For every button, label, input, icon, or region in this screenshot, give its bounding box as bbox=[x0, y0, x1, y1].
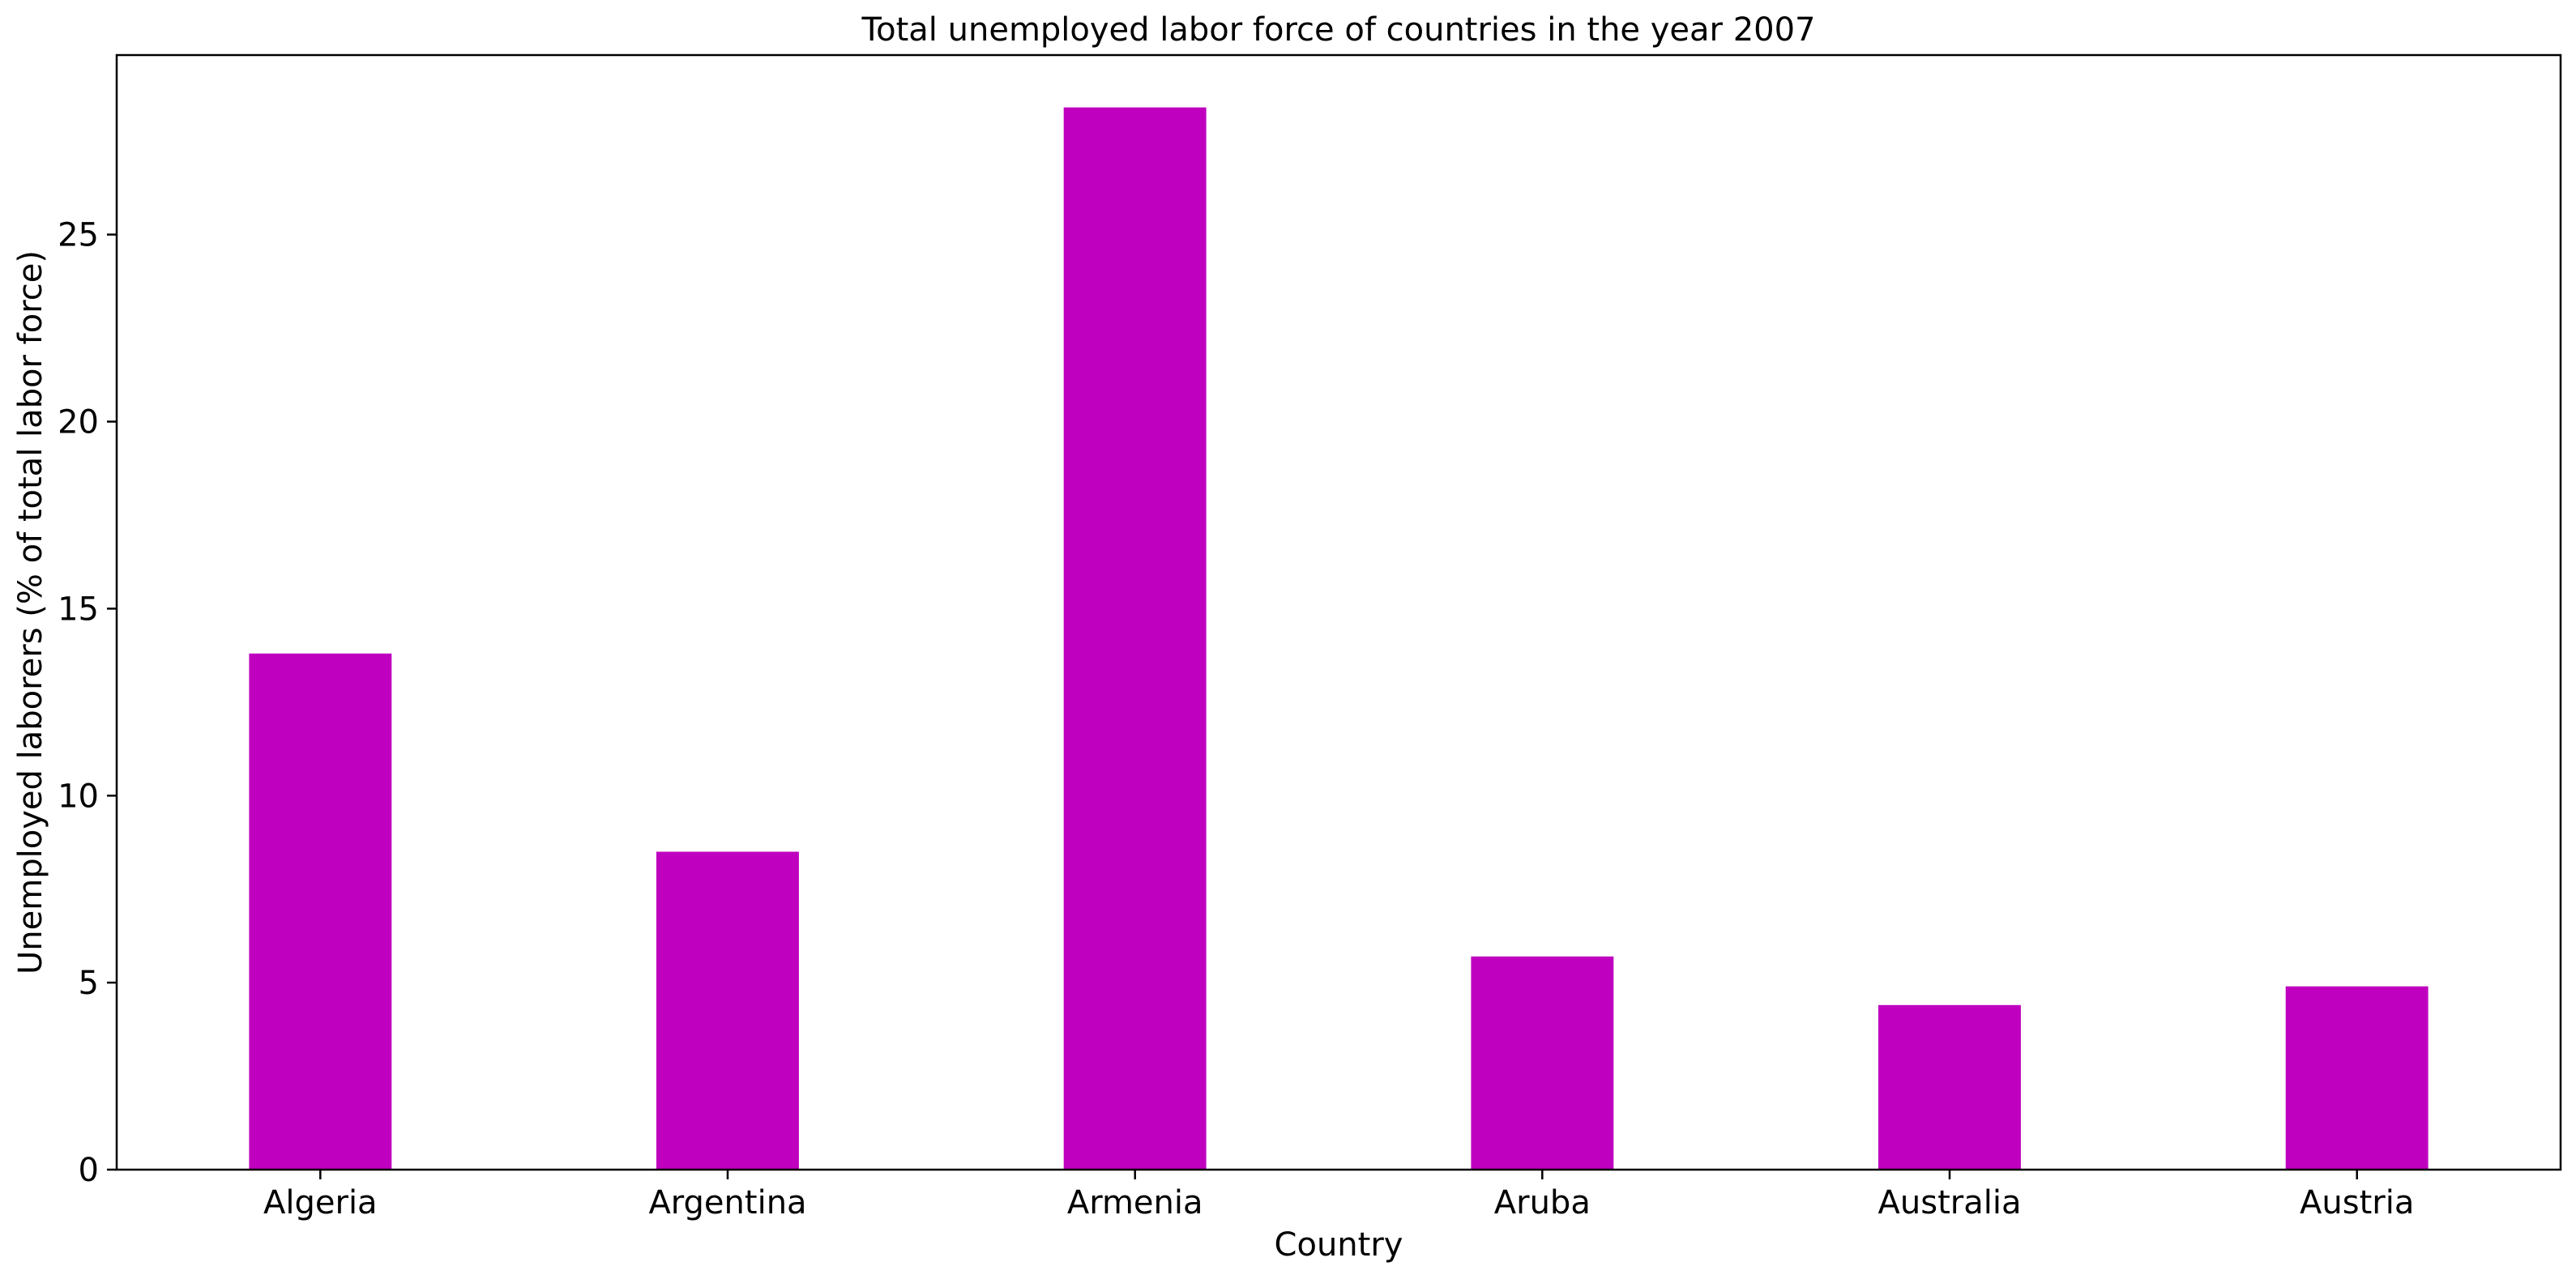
x-tick-label: Argentina bbox=[648, 1184, 806, 1221]
bar-australia bbox=[1878, 1004, 2021, 1170]
y-axis-ticks: 0 5 10 15 20 25 bbox=[58, 217, 117, 1189]
x-tick-label: Austria bbox=[2300, 1184, 2414, 1221]
bar-argentina bbox=[656, 851, 799, 1170]
x-tick-label: Armenia bbox=[1067, 1184, 1203, 1221]
y-tick-label: 25 bbox=[58, 217, 99, 254]
bar-algeria bbox=[249, 653, 392, 1170]
bar-aruba bbox=[1471, 956, 1614, 1170]
y-tick-label: 20 bbox=[58, 404, 99, 441]
x-axis-ticks: Algeria Argentina Armenia Aruba Australia Aus… bbox=[263, 1170, 2414, 1221]
y-tick-label: 10 bbox=[58, 778, 99, 815]
y-axis-title: Unemployed laborers (% of total labor fo… bbox=[12, 250, 49, 974]
y-tick-label: 0 bbox=[79, 1152, 99, 1189]
bars-group bbox=[249, 107, 2429, 1170]
x-tick-label: Australia bbox=[1878, 1184, 2022, 1221]
x-tick-label: Algeria bbox=[263, 1184, 378, 1221]
bar-armenia bbox=[1063, 107, 1207, 1170]
chart-title: Total unemployed labor force of countrie… bbox=[861, 11, 1816, 49]
y-tick-label: 15 bbox=[58, 590, 99, 628]
y-tick-label: 5 bbox=[79, 965, 99, 1002]
plot-area-frame bbox=[115, 53, 2562, 1171]
x-axis-title: Country bbox=[1275, 1226, 1403, 1264]
x-tick-label: Aruba bbox=[1494, 1184, 1591, 1221]
bar-austria bbox=[2285, 986, 2429, 1170]
